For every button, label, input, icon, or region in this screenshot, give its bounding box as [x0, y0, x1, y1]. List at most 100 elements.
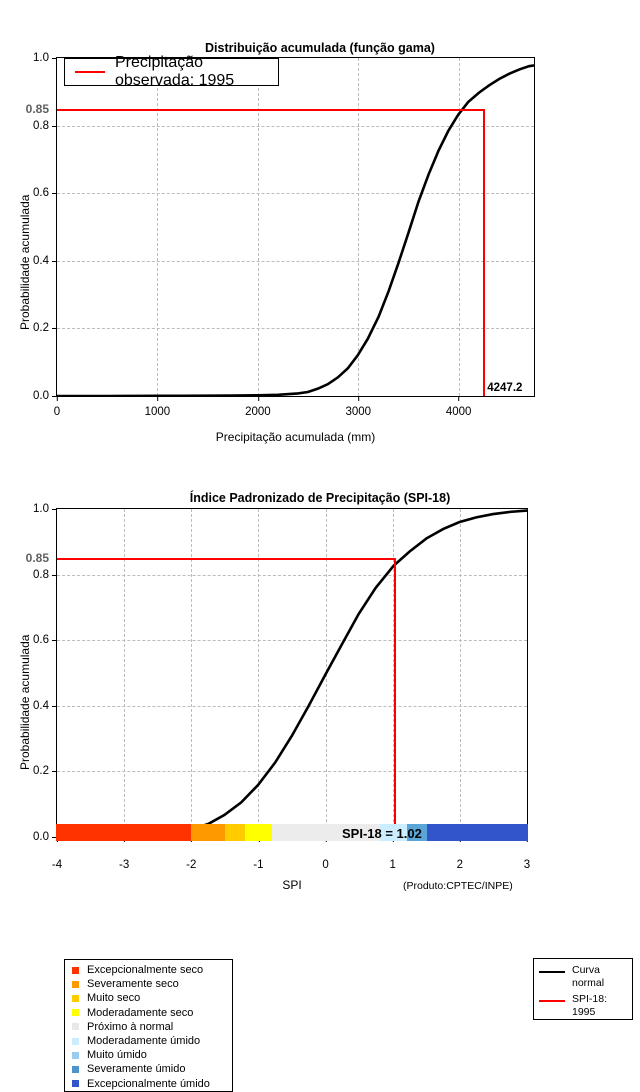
- ytick-1.0-spi: 1.0: [33, 503, 57, 515]
- legend-curves: Curva normal SPI-18: 1995: [533, 958, 633, 1020]
- ytick-0.0: 0.0: [33, 390, 57, 402]
- ytick-0.8-spi: 0.8: [33, 569, 57, 581]
- legend-entry-normal-curve: Curva normal: [539, 964, 628, 990]
- axis-title-x-bottom: SPI: [282, 878, 302, 892]
- legend-class-row-5: Moderadamente úmido: [70, 1034, 228, 1048]
- gridline-x-2000: [257, 58, 259, 396]
- gridline-x-3000: [358, 58, 360, 396]
- ytick-0.8: 0.8: [33, 120, 57, 132]
- legend-class-row-4: Próximo à normal: [70, 1020, 228, 1034]
- legend-class-row-6: Muito úmido: [70, 1048, 228, 1062]
- observed-probability-line: [57, 108, 484, 111]
- legend-line-icon-observed: [75, 71, 105, 73]
- legend-label-normal: Curva normal: [572, 964, 605, 989]
- gridline-y-0.4-spi: [57, 705, 527, 707]
- spi-value-line: [394, 558, 397, 837]
- legend-class-label-8: Excepcionalmente úmido: [87, 1077, 210, 1090]
- colorbar-seg-excepcionalmente-seco: [56, 824, 191, 841]
- spi-value-annotation: SPI-18 = 1.02: [342, 826, 422, 841]
- ytick-0.2-spi: 0.2: [33, 765, 57, 777]
- colorbar-seg-proximo-a-normal: [271, 824, 380, 841]
- gridline-y-0.4: [57, 260, 534, 262]
- gridline-x--2: [191, 509, 193, 837]
- colorbar-seg-severamente-seco: [190, 824, 225, 841]
- ytick-0.2: 0.2: [33, 322, 57, 334]
- axis-title-y-top: Probabilidade acumulada: [18, 194, 32, 330]
- legend-swatch-icon-3: [72, 1009, 79, 1017]
- xtick-3000: 3000: [345, 396, 371, 418]
- gridline-y-0.6-spi: [57, 640, 527, 642]
- xtick-0: 0: [54, 396, 60, 418]
- colorbar-seg-severamente-umido: [406, 824, 427, 841]
- legend-class-row-0: Excepcionalmente seco: [70, 963, 228, 977]
- colorbar-seg-moderadamente-umido: [379, 824, 407, 841]
- legend-swatch-icon-8: [72, 1080, 79, 1088]
- legend-class-row-1: Severamente seco: [70, 977, 228, 991]
- axis-title-x-top: Precipitação acumulada (mm): [215, 430, 376, 444]
- ytick-0.4: 0.4: [33, 255, 57, 267]
- legend-class-label-1: Severamente seco: [87, 978, 179, 991]
- gridline-x--1: [258, 509, 260, 837]
- legend-class-label-3: Moderadamente seco: [87, 1006, 194, 1019]
- spi-classification-colorbar: [56, 824, 528, 841]
- legend-class-label-7: Severamente úmido: [87, 1063, 186, 1076]
- legend-swatch-icon-4: [72, 1023, 79, 1031]
- gridline-x-2: [459, 509, 461, 837]
- xtick--1: -1: [253, 837, 264, 871]
- xtick-0-spi: 0: [322, 837, 329, 871]
- gamma-curve: [57, 58, 534, 396]
- plot-inner-spi: [57, 509, 527, 837]
- xtick--2: -2: [186, 837, 196, 871]
- plot-area-spi: 0.0 0.2 0.4 0.6 0.8 1.0 0.85 -4 -3 -2 -1…: [26, 503, 531, 871]
- spi-probability-line: [57, 558, 395, 561]
- xtick-3-spi: 3: [524, 837, 530, 871]
- ytick-0.6-spi: 0.6: [33, 634, 57, 646]
- ytick-highlight-0.85: 0.85: [25, 101, 49, 116]
- xtick-1000: 1000: [145, 396, 170, 418]
- legend-class-label-4: Próximo à normal: [87, 1020, 174, 1033]
- xtick-2-spi: 2: [457, 837, 463, 871]
- gridline-x-1000: [157, 58, 159, 396]
- legend-class-label-2: Muito seco: [87, 992, 141, 1005]
- producer-credit: (Produto:CPTEC/INPE): [403, 880, 513, 892]
- colorbar-seg-moderadamente-seco: [244, 824, 272, 841]
- legend-line-icon-normal: [539, 971, 565, 973]
- legend-swatch-icon-5: [72, 1037, 79, 1045]
- xtick--4: -4: [52, 837, 62, 871]
- legend-swatch-icon-2: [72, 994, 79, 1002]
- ytick-0.0-spi: 0.0: [33, 831, 57, 843]
- legend-observed-precipitation: Precipitação observada: 1995: [64, 54, 279, 89]
- spi-chart: Índice Padronizado de Precipitação (SPI-…: [0, 450, 640, 1092]
- ytick-0.4-spi: 0.4: [33, 700, 57, 712]
- gridline-x-1: [392, 509, 394, 837]
- gridline-y-0.2: [57, 328, 534, 330]
- axis-title-y-bottom: Probabilidade acumulada: [18, 634, 32, 770]
- chart-title-bottom-line1: Índice Padronizado de Precipitação (SPI-…: [189, 491, 451, 505]
- legend-entry-spi-1995: SPI-18: 1995: [539, 993, 628, 1019]
- xtick-1-spi: 1: [390, 837, 396, 871]
- legend-spi-classes: Excepcionalmente seco Severamente seco M…: [64, 959, 233, 1092]
- gridline-y-0.2-spi: [57, 771, 527, 773]
- chart-title-top-line1: Distribuição acumulada (função gama): [205, 41, 435, 55]
- xtick-2000: 2000: [245, 396, 271, 418]
- gridline-x--3: [124, 509, 126, 837]
- legend-swatch-icon-7: [72, 1065, 79, 1073]
- legend-swatch-icon-6: [72, 1051, 79, 1059]
- legend-class-row-8: Excepcionalmente úmido: [70, 1077, 228, 1091]
- ytick-highlight-0.85-spi: 0.85: [25, 551, 49, 566]
- legend-line-icon-spi: [539, 1000, 565, 1002]
- annotation-precipitation-value: 4247.2: [487, 382, 523, 394]
- legend-class-label-5: Moderadamente úmido: [87, 1035, 201, 1048]
- xtick-4000: 4000: [446, 396, 471, 418]
- ytick-1.0: 1.0: [33, 52, 57, 64]
- gridline-y-0.8-spi: [57, 574, 527, 576]
- plot-area-gamma: 0.0 0.2 0.4 0.6 0.8 1.0 0.85 0 1000 2000…: [26, 52, 535, 418]
- colorbar-seg-muito-seco: [224, 824, 245, 841]
- gridline-x-4000: [458, 58, 460, 396]
- legend-class-label-6: Muito úmido: [87, 1049, 147, 1062]
- legend-class-row-2: Muito seco: [70, 991, 228, 1005]
- plot-inner-gamma: [57, 58, 534, 396]
- legend-swatch-icon-0: [72, 966, 79, 974]
- colorbar-seg-excepcionalmente-umido: [426, 824, 528, 841]
- legend-label-observed: Precipitação observada: 1995: [115, 54, 235, 89]
